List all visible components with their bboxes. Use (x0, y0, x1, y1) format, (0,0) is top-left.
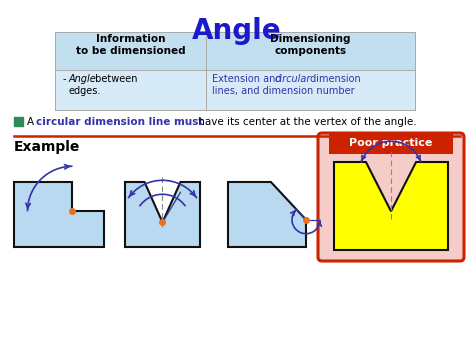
Text: between: between (92, 74, 137, 84)
Text: have its center at the vertex of the angle.: have its center at the vertex of the ang… (195, 117, 417, 127)
FancyBboxPatch shape (55, 32, 415, 70)
Text: Dimensioning
components: Dimensioning components (270, 34, 351, 56)
Text: -: - (63, 74, 70, 84)
Text: Information
to be dimensioned: Information to be dimensioned (76, 34, 185, 56)
Text: Angle: Angle (192, 17, 282, 45)
FancyBboxPatch shape (55, 32, 415, 110)
Text: Extension and: Extension and (212, 74, 285, 84)
Polygon shape (334, 162, 448, 250)
Text: circular dimension line must: circular dimension line must (36, 117, 203, 127)
Polygon shape (228, 182, 306, 247)
Text: Angle: Angle (69, 74, 97, 84)
Polygon shape (125, 182, 200, 247)
Text: Example: Example (14, 140, 81, 154)
Bar (14, 117, 23, 126)
Text: Poor practice: Poor practice (349, 138, 433, 148)
FancyBboxPatch shape (318, 133, 464, 261)
FancyBboxPatch shape (329, 132, 453, 154)
Polygon shape (14, 182, 104, 247)
Text: dimension: dimension (307, 74, 361, 84)
Text: A: A (27, 117, 37, 127)
Text: circular: circular (274, 74, 310, 84)
Text: lines, and dimension number: lines, and dimension number (212, 86, 355, 96)
Text: edges.: edges. (69, 86, 101, 96)
